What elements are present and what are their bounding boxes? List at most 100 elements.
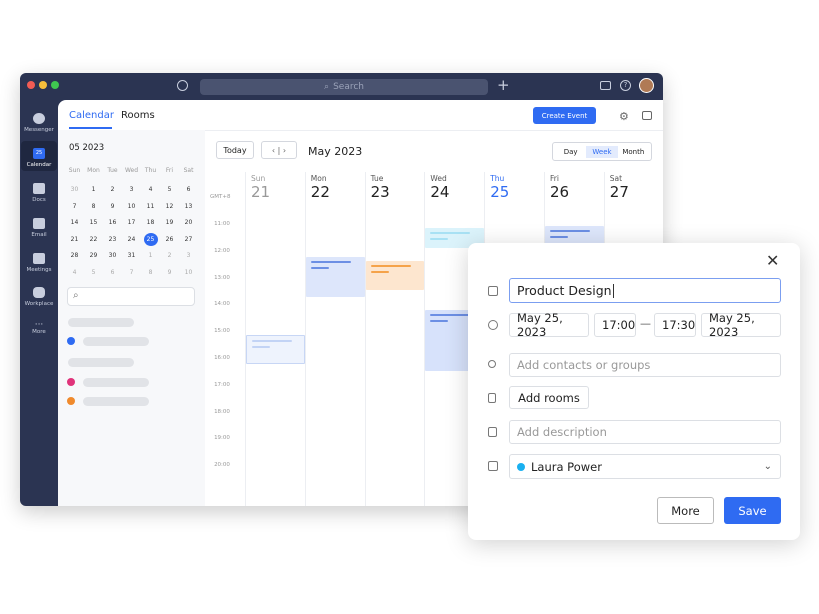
mini-calendar-day[interactable]: 11	[146, 202, 155, 210]
calendar-event[interactable]	[246, 335, 305, 364]
sidebar-item-workplace[interactable]: Workplace	[20, 287, 58, 307]
sidebar-item-docs[interactable]: Docs	[20, 183, 58, 203]
mini-calendar-day[interactable]: 3	[129, 186, 134, 193]
mini-calendar-day[interactable]: 8	[91, 202, 96, 210]
calendar-event[interactable]	[425, 228, 485, 248]
mini-calendar-day[interactable]: 16	[108, 219, 117, 226]
mini-calendar-day[interactable]: 1	[91, 186, 96, 193]
event-title-input[interactable]: Product Design	[509, 278, 781, 303]
mini-calendar-day[interactable]: 7	[129, 268, 134, 276]
mini-calendar-day[interactable]: 13	[184, 202, 193, 210]
share-icon[interactable]	[642, 111, 652, 120]
mini-calendar-day[interactable]: 30	[70, 186, 79, 193]
contacts-input[interactable]: Add contacts or groups	[509, 353, 781, 377]
mini-calendar-day[interactable]: 2	[167, 252, 172, 259]
calendar-event[interactable]	[365, 261, 425, 290]
mini-calendar-day[interactable]: 3	[186, 252, 191, 259]
mini-calendar-day[interactable]: 6	[186, 186, 191, 193]
calendar-search-input[interactable]: ⌕	[67, 287, 195, 306]
save-button[interactable]: Save	[724, 497, 781, 524]
checkbox-checked[interactable]	[67, 378, 75, 386]
description-input[interactable]: Add description	[509, 420, 781, 444]
day-number[interactable]: 21	[251, 183, 271, 201]
help-icon[interactable]: ?	[620, 80, 631, 91]
prev-next-buttons[interactable]: ‹ | ›	[261, 141, 297, 159]
calendar-event[interactable]	[545, 226, 604, 244]
mini-calendar-day[interactable]: 29	[89, 252, 98, 259]
screen-icon[interactable]	[600, 81, 611, 90]
chevron-left-icon[interactable]: ‹	[271, 145, 276, 155]
mini-calendar-day[interactable]: 31	[127, 252, 136, 259]
close-window-button[interactable]	[27, 81, 35, 89]
mini-calendar-day[interactable]: 9	[110, 202, 115, 210]
mini-calendar-day[interactable]: 2	[110, 186, 115, 193]
mini-calendar-day[interactable]: 17	[127, 219, 136, 226]
start-date-field[interactable]: May 25, 2023	[509, 311, 589, 339]
maximize-window-button[interactable]	[51, 81, 59, 89]
chevron-right-icon[interactable]: ›	[282, 145, 287, 155]
add-icon[interactable]: +	[497, 76, 510, 94]
mini-calendar-day[interactable]: 4	[72, 268, 77, 276]
mini-calendar-day[interactable]: 18	[146, 219, 155, 226]
mini-calendar-day[interactable]: 6	[110, 268, 115, 276]
sidebar-item-calendar[interactable]: 25 Calendar	[26, 148, 52, 168]
mini-calendar-day[interactable]: 5	[167, 186, 172, 193]
sidebar-item-meetings[interactable]: Meetings	[20, 253, 58, 273]
view-day[interactable]: Day	[563, 147, 578, 156]
mini-calendar-day[interactable]: 21	[70, 235, 79, 243]
day-number[interactable]: 25	[490, 183, 510, 201]
mini-calendar-day[interactable]: 19	[165, 219, 174, 226]
checkbox-checked[interactable]	[67, 397, 75, 405]
view-week[interactable]: Week	[586, 145, 618, 158]
add-rooms-button[interactable]: Add rooms	[509, 386, 589, 409]
start-time-field[interactable]: 17:00	[594, 313, 636, 337]
mini-calendar-day[interactable]: 20	[184, 219, 193, 226]
mini-calendar-day[interactable]: 26	[165, 235, 174, 243]
search-bar[interactable]: ⌕ Search	[200, 79, 488, 95]
mini-calendar-day[interactable]: 7	[72, 202, 77, 210]
mini-calendar-day[interactable]: 9	[167, 268, 172, 276]
today-button[interactable]: Today	[216, 141, 254, 159]
minimize-window-button[interactable]	[39, 81, 47, 89]
day-number[interactable]: 27	[609, 183, 629, 201]
mini-calendar-day[interactable]: 22	[89, 235, 98, 243]
sidebar-item-messenger[interactable]: Messenger	[20, 113, 58, 133]
day-number[interactable]: 26	[550, 183, 570, 201]
more-button[interactable]: More	[657, 497, 714, 524]
end-time-field[interactable]: 17:30	[654, 313, 696, 337]
end-date-field[interactable]: May 25, 2023	[701, 311, 781, 339]
view-switcher[interactable]: Day Week Month	[552, 142, 652, 161]
calendar-event[interactable]	[305, 257, 365, 297]
mini-calendar-day[interactable]: 30	[108, 252, 117, 259]
mini-calendar-day[interactable]: 10	[127, 202, 136, 210]
day-number[interactable]: 22	[310, 183, 330, 201]
mini-calendar-day[interactable]: 25	[143, 232, 158, 246]
mini-calendar-day[interactable]: 8	[148, 268, 153, 276]
sidebar-item-more[interactable]: ··· More	[20, 321, 58, 336]
mini-calendar-day[interactable]: 14	[70, 219, 79, 226]
mini-calendar-day[interactable]: 28	[70, 252, 79, 259]
create-event-button[interactable]: Create Event	[533, 107, 596, 124]
calendar-select[interactable]: Laura Power ⌄	[509, 454, 781, 479]
tab-calendar[interactable]: Calendar	[69, 110, 114, 121]
view-month[interactable]: Month	[622, 147, 645, 156]
avatar[interactable]	[639, 78, 654, 93]
checkbox-checked[interactable]	[67, 337, 75, 345]
close-icon[interactable]: ✕	[766, 251, 780, 270]
mini-calendar-day[interactable]: 5	[91, 268, 96, 276]
tab-rooms[interactable]: Rooms	[121, 110, 155, 121]
day-number[interactable]: 23	[370, 183, 390, 201]
history-icon[interactable]	[177, 80, 188, 91]
mini-calendar-day[interactable]: 24	[127, 235, 136, 243]
sidebar-item-email[interactable]: Email	[20, 218, 58, 238]
mini-calendar-day[interactable]: 23	[108, 235, 117, 243]
gear-icon[interactable]: ⚙	[619, 110, 629, 123]
calendar-item-placeholder	[83, 397, 149, 406]
mini-calendar-day[interactable]: 10	[184, 268, 193, 276]
day-number[interactable]: 24	[430, 183, 450, 201]
mini-calendar-day[interactable]: 15	[89, 219, 98, 226]
mini-calendar-day[interactable]: 27	[184, 235, 193, 243]
mini-calendar-day[interactable]: 1	[148, 252, 153, 259]
mini-calendar-day[interactable]: 12	[165, 202, 174, 210]
mini-calendar-day[interactable]: 4	[148, 186, 153, 193]
